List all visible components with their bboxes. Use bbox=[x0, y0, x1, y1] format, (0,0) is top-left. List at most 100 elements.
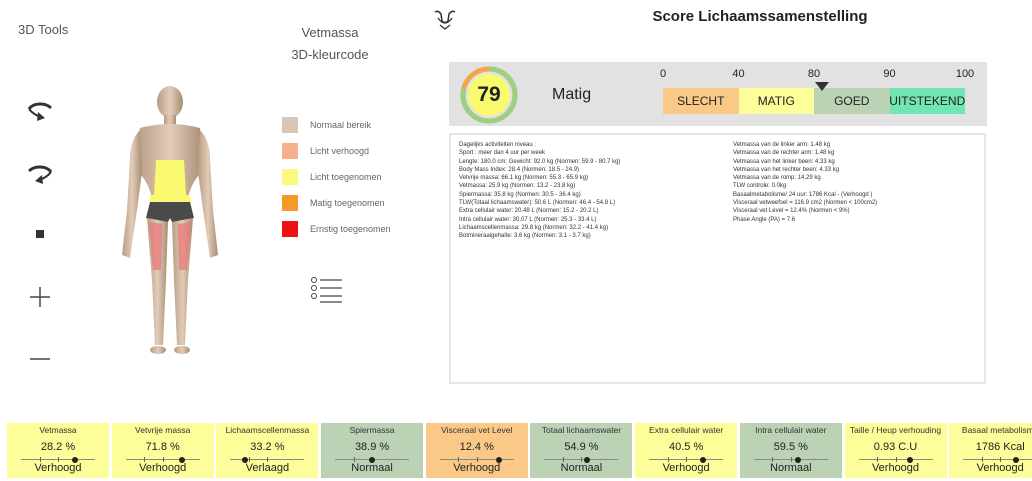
legend-swatch bbox=[282, 195, 298, 211]
legend-label: Licht verhoogd bbox=[310, 146, 370, 156]
metric-card-range-tick bbox=[981, 457, 983, 462]
details-line: Intra cellulair water: 30.07 L (Normen: … bbox=[459, 216, 597, 223]
metric-card-range-tick bbox=[1000, 457, 1002, 462]
color-legend: Normaal bereik Licht verhoogd Licht toegen… bbox=[282, 112, 391, 242]
details-line: Vetmassa van het rechter been: 4.33 kg bbox=[733, 166, 840, 173]
tools-title: 3D Tools bbox=[18, 22, 69, 37]
score-label: Matig bbox=[552, 86, 592, 103]
legend-swatch bbox=[282, 169, 298, 185]
metric-card-label: Vetvrije massa bbox=[135, 425, 191, 435]
metric-card[interactable]: Intra cellulair water 59.5 % Normaal bbox=[739, 423, 842, 478]
metric-card-range-tick bbox=[772, 457, 774, 462]
metric-card[interactable]: Vetmassa 28.2 % Verhoogd bbox=[7, 423, 109, 478]
metric-card-label: Totaal lichaamswater bbox=[541, 425, 622, 435]
metric-cards: Vetmassa 28.2 % Verhoogd Vetvrije massa 71.8… bbox=[7, 423, 1032, 478]
metric-card-value: 28.2 % bbox=[40, 441, 76, 453]
legend-label: Licht toegenomen bbox=[310, 172, 382, 182]
details-line: TLW controle: 0.0kg bbox=[733, 183, 787, 190]
legend-item: Normaal bereik bbox=[282, 112, 391, 138]
details-line: Vetmassa van de linker arm: 1.48 kg bbox=[733, 142, 831, 148]
scale-tick: 40 bbox=[732, 68, 745, 80]
reset-view-button[interactable] bbox=[22, 216, 58, 252]
metric-card-label: Lichaamscellenmassa bbox=[225, 425, 310, 435]
metric-card-status: Verhoogd bbox=[976, 462, 1024, 474]
body-outline-button[interactable] bbox=[432, 8, 458, 35]
details-line: Extra cellulair water: 20.48 L (Normen: … bbox=[459, 208, 599, 215]
3d-body-model[interactable] bbox=[100, 80, 260, 380]
metric-card-range-tick bbox=[248, 457, 250, 462]
list-button[interactable] bbox=[310, 276, 344, 309]
metric-card[interactable]: Totaal lichaamswater 54.9 % Normaal bbox=[530, 423, 633, 478]
metric-card-marker bbox=[907, 456, 914, 463]
metric-card-status: Verlaagd bbox=[245, 462, 290, 474]
metric-card-status: Verhoogd bbox=[871, 462, 920, 474]
metric-card-value: 38.9 % bbox=[354, 441, 390, 453]
metric-card-marker bbox=[178, 456, 185, 463]
details-line: Phase Angle (PA) = 7.6 bbox=[733, 216, 796, 223]
legend-item: Licht toegenomen bbox=[282, 164, 391, 190]
metric-card-marker bbox=[72, 456, 79, 463]
metric-card-label: Vetmassa bbox=[39, 425, 77, 435]
metric-card-status: Verhoogd bbox=[34, 462, 82, 474]
zoom-out-button[interactable] bbox=[22, 341, 58, 377]
metric-card-label: Basaal metabolisme bbox=[961, 425, 1032, 435]
metric-card-range-line bbox=[963, 459, 1032, 460]
rotate-right-icon bbox=[27, 102, 53, 121]
metric-card-status: Normaal bbox=[351, 462, 393, 474]
fat-title-line1: Vetmassa bbox=[301, 25, 359, 40]
metric-card-range-tick bbox=[162, 457, 164, 462]
metric-card-status: Normaal bbox=[770, 462, 812, 474]
scale-tick: 80 bbox=[807, 68, 821, 80]
metric-card-label: Spiermassa bbox=[349, 425, 395, 435]
metric-card[interactable]: Spiermassa 38.9 % Normaal bbox=[321, 423, 424, 478]
legend-item: Licht verhoogd bbox=[282, 138, 391, 164]
metric-card[interactable]: Vetvrije massa 71.8 % Verhoogd bbox=[111, 423, 214, 478]
metric-card-label: Extra cellulair water bbox=[649, 425, 724, 435]
metric-card[interactable]: Extra cellulair water 40.5 % Verhoogd bbox=[635, 423, 738, 478]
details-line: Spiermassa: 35.8 kg (Normen: 30.5 - 36.4… bbox=[459, 191, 581, 198]
metric-card-range-tick bbox=[790, 457, 792, 462]
shorts bbox=[146, 202, 194, 222]
details-line: Lengte: 180.0 cm; Gewicht: 92.0 kg (Norm… bbox=[459, 158, 621, 165]
metric-card-range-tick bbox=[58, 457, 59, 462]
metric-card[interactable]: Visceraal vet Level 12.4 % Verhoogd bbox=[425, 423, 528, 478]
metric-card-label: Taille / Heup verhouding bbox=[849, 425, 942, 435]
rotate-left-icon bbox=[27, 165, 53, 184]
details-line: Body Mass Index: 28.4 (Normen: 18.5 - 24… bbox=[459, 166, 580, 173]
legend-item: Matig toegenomen bbox=[282, 190, 391, 216]
metric-card-range-tick bbox=[895, 457, 897, 462]
metric-card-range-tick bbox=[686, 457, 688, 462]
metric-card-marker bbox=[369, 456, 376, 463]
metric-card-range-tick bbox=[458, 457, 460, 462]
metric-card[interactable]: Lichaamscellenmassa 33.2 % Verlaagd bbox=[216, 423, 319, 478]
details-line: TLW(Totaal lichaamswater): 50.6 L (Norme… bbox=[459, 200, 616, 207]
metric-card-marker bbox=[495, 456, 502, 463]
metric-card-label: Visceraal vet Level bbox=[441, 425, 513, 435]
metric-card-marker bbox=[700, 456, 707, 463]
score-ring-gauge bbox=[460, 66, 518, 124]
rotate-right-button[interactable] bbox=[22, 92, 58, 128]
zoom-in-button[interactable] bbox=[22, 279, 58, 315]
abdomen-fat-zone bbox=[154, 160, 186, 195]
details-line: Lichaamscellenmassa: 29.8 kg (Normen: 32… bbox=[459, 224, 609, 231]
metric-card[interactable]: Basaal metabolisme 1786 Kcal Verhoogd bbox=[949, 423, 1032, 478]
details-line: Dagelijks activiteiten niveau : bbox=[459, 142, 537, 148]
metric-card-status: Normaal bbox=[560, 462, 603, 474]
metric-card-value: 0.93 C.U bbox=[873, 441, 918, 453]
torso-icon bbox=[434, 10, 456, 30]
rotate-left-button[interactable] bbox=[22, 155, 58, 191]
metric-card-value: 59.5 % bbox=[773, 441, 808, 453]
scale-segment: UITSTEKEND bbox=[889, 88, 965, 114]
metric-card-value: 54.9 % bbox=[564, 441, 599, 453]
metric-card-range-tick bbox=[877, 457, 878, 462]
metric-card-status: Verhoogd bbox=[139, 462, 187, 474]
score-title: Score Lichaamssamenstelling bbox=[652, 8, 868, 25]
metric-card[interactable]: Taille / Heup verhouding 0.93 C.U Verhoogd bbox=[844, 423, 947, 478]
human-body-figure bbox=[122, 86, 218, 354]
scale-tick: 90 bbox=[883, 68, 896, 80]
metric-card-marker bbox=[1013, 456, 1020, 463]
metric-card-range-tick bbox=[476, 457, 478, 462]
metric-card-value: 71.8 % bbox=[145, 441, 180, 453]
metric-card-range-tick bbox=[353, 457, 355, 462]
legend-swatch bbox=[282, 221, 298, 237]
